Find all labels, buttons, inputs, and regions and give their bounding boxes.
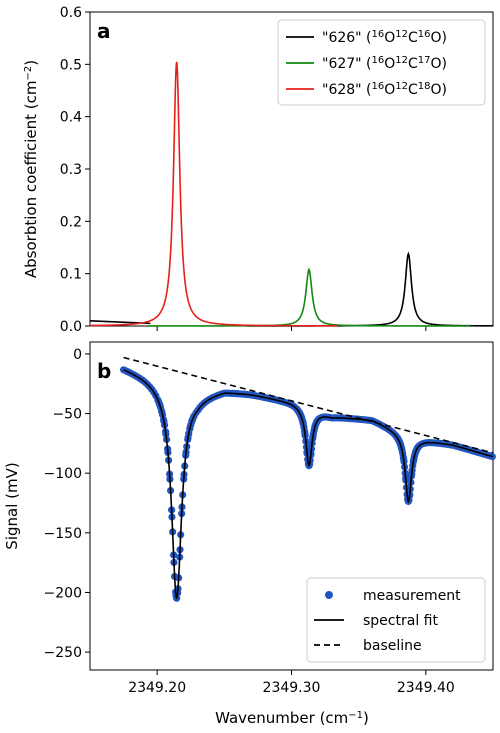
- panel-a: 0.0 0.1 0.2 0.3 0.4 0.5 0.6 a Absorbtion coeff…: [22, 5, 494, 335]
- panel-a-series-lines: [89, 61, 493, 327]
- y-tick-label: 0.6: [60, 5, 82, 21]
- x-tick-label: 2349.40: [397, 680, 455, 696]
- panel-b: 0−50−100−150−200−250 2349.20 2349.30 2349.…: [3, 341, 496, 727]
- legend-marker: [325, 591, 333, 599]
- legend-entry: "627" (16O12C17O): [322, 55, 447, 73]
- y-tick-label: −150: [44, 526, 82, 542]
- y-tick-label: 0.0: [60, 319, 82, 335]
- panel-a-label: a: [97, 19, 111, 43]
- y-tick-label: 0.5: [60, 57, 82, 73]
- panel-b-y-axis-label: Signal (mV): [3, 462, 21, 549]
- legend-box: [277, 19, 486, 106]
- panel-b-x-axis-label: Wavenumber (cm−1): [215, 709, 369, 727]
- y-tick-label: −200: [44, 585, 82, 601]
- panel-a-legend: "626" (16O12C16O) "627" (16O12C17O) "628" …: [277, 19, 486, 106]
- legend-entry: "628" (16O12C18O): [322, 81, 447, 99]
- panel-a-y-ticks: 0.0 0.1 0.2 0.3 0.4 0.5 0.6: [60, 5, 90, 335]
- panel-a-x-ticks: [156, 326, 427, 331]
- spectral-fit-line: [123, 369, 494, 600]
- legend-entry: measurement: [363, 588, 461, 604]
- series-line-3: [90, 61, 338, 327]
- legend-entry: spectral fit: [363, 613, 438, 629]
- y-tick-label: 0: [73, 347, 82, 363]
- panel-b-series-lines: [119, 356, 496, 602]
- y-tick-label: −50: [52, 407, 82, 423]
- panel-b-legend: measurement spectral fit baseline: [306, 577, 486, 663]
- panel-b-x-ticks: 2349.20 2349.30 2349.40: [128, 670, 455, 696]
- series-line-2: [147, 267, 471, 327]
- y-tick-label: 0.2: [60, 214, 82, 230]
- panel-a-y-axis-label: Absorbtion coefficient (cm−2): [22, 60, 40, 278]
- y-tick-label: 0.3: [60, 162, 82, 178]
- x-tick-label: 2349.30: [263, 680, 321, 696]
- y-tick-label: −100: [44, 466, 82, 482]
- panel-b-y-ticks: 0 −50 −100 −150 −200 −250: [44, 347, 90, 661]
- panel-b-label: b: [97, 359, 111, 383]
- baseline-line: [123, 356, 494, 454]
- measurement-points: [119, 366, 496, 602]
- legend-box: [306, 577, 486, 663]
- y-tick-label: −250: [44, 645, 82, 661]
- legend-entry: "626" (16O12C16O): [322, 29, 447, 47]
- y-tick-label: 0.4: [60, 110, 82, 126]
- x-tick-label: 2349.20: [128, 680, 186, 696]
- legend-entry: baseline: [363, 638, 422, 654]
- y-tick-label: 0.1: [60, 267, 82, 283]
- series-line-1: [247, 251, 493, 327]
